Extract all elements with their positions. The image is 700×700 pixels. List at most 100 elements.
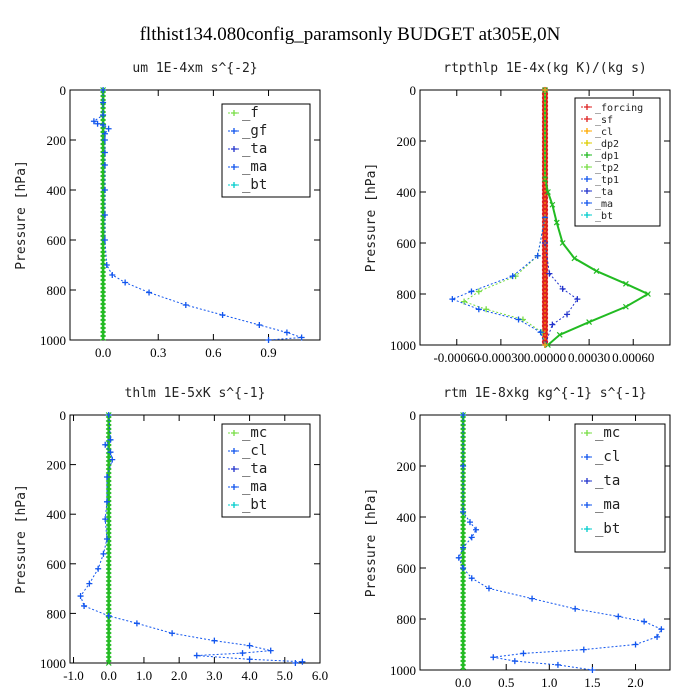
legend-label: _ta [242,141,267,157]
data-point [559,240,566,246]
x-tick-label: 0.00030 [568,350,610,365]
data-point [529,595,536,602]
x-tick-label: 0.0 [95,345,111,360]
y-tick-label: 800 [47,283,67,298]
data-point [100,122,107,128]
x-tick-label: 1.0 [541,675,557,690]
series-line [544,90,579,346]
data-point [101,149,108,156]
data-point [554,661,561,668]
data-point [485,585,492,592]
x-tick-label: 6.0 [312,668,328,683]
legend-label: _ma [595,497,620,513]
y-tick-label: 1000 [390,338,416,353]
y-tick-label: 200 [397,134,417,149]
y-tick-label: 400 [397,510,417,525]
legend-marker [231,466,237,472]
legend-marker [231,430,237,436]
data-point [246,656,253,663]
data-point [460,544,467,551]
data-point [292,660,299,666]
plot-frame [69,89,321,341]
legend-marker [584,188,590,194]
legend-marker [584,116,590,122]
legend-marker [584,212,590,218]
legend-marker [584,502,590,508]
y-tick-label: 800 [397,612,417,627]
y-axis-label: Pressure [hPa] [364,163,379,273]
data-point [534,252,541,259]
data-point [460,463,467,469]
data-point [133,620,140,627]
legend-label: _dp2 [595,139,619,150]
data-point [256,322,263,328]
panel-4: rtm 1E-8xkg kg^{-1} s^{-1} Pressure [hPa]… [364,386,671,690]
legend-marker [231,164,237,170]
data-point [460,664,467,670]
data-point [475,288,482,295]
legend-label: _ta [595,473,620,489]
data-point [475,306,482,313]
legend-label: _cl [595,449,620,465]
y-tick-label: 200 [397,459,417,474]
y-axis-label: Pressure [hPa] [14,160,29,270]
legend-marker [584,152,590,158]
y-tick-label: 400 [47,507,67,522]
x-tick-label: 1.5 [584,675,600,690]
data-point [542,342,548,348]
data-point [572,605,579,612]
data-point [511,658,518,665]
legend: _mc _cl _ta _ma _bt [221,423,311,518]
legend-label: _mc [595,425,620,441]
legend: _f _gf _ta _ma _bt [221,103,311,198]
x-tick-label: 2.0 [627,675,643,690]
data-point [460,565,467,571]
legend-label: _f [242,105,259,121]
y-tick-label: 600 [397,561,417,576]
x-tick-label: -0.00060 [433,350,480,365]
data-point [549,321,556,328]
data-point [283,329,290,336]
x-tick-label: 0.0 [101,668,117,683]
data-point [586,319,593,325]
data-point [101,130,108,137]
y-tick-label: 400 [397,185,417,200]
legend-box [221,423,311,518]
data-point [542,87,548,93]
data-point [100,87,107,93]
data-point [107,449,114,456]
legend-label: _bt [595,211,613,222]
series-tp1 [449,87,548,348]
data-point [100,550,107,557]
panel-title: thlm 1E-5xK s^{-1} [125,386,266,401]
x-tick-label: -0.00030 [478,350,525,365]
y-axis-label: Pressure [hPa] [364,488,379,598]
legend: _forcing_sf_cl_dp2_dp1_tp2_tp1_ta_ma_bt [574,97,661,227]
series-cl [542,87,548,348]
legend-label: _tp1 [595,175,619,186]
legend-box [221,103,311,198]
data-point [298,334,305,341]
legend-label: _forcing [595,103,643,114]
x-tick-label: 0.0 [455,675,471,690]
data-point [461,298,468,305]
legend-marker [231,110,237,116]
legend: _mc _cl _ta _ma _bt [574,423,666,553]
data-point [483,306,490,313]
data-point [101,162,108,168]
x-tick-label: 0.6 [205,345,222,360]
legend-label: _ta [595,187,613,198]
data-point [468,575,475,582]
data-point [622,303,629,310]
x-tick-label: 0.5 [498,675,514,690]
data-point [589,667,596,673]
data-point [169,630,176,637]
data-point [645,291,651,297]
x-tick-label: 4.0 [241,668,257,683]
data-point [102,516,109,523]
data-point [571,255,578,262]
panel-3: thlm 1E-5xK s^{-1} Pressure [hPa] 0 200 400 6… [14,386,328,683]
series-line [463,90,546,346]
legend-label: _mc [242,425,267,441]
legend-marker [584,430,590,436]
